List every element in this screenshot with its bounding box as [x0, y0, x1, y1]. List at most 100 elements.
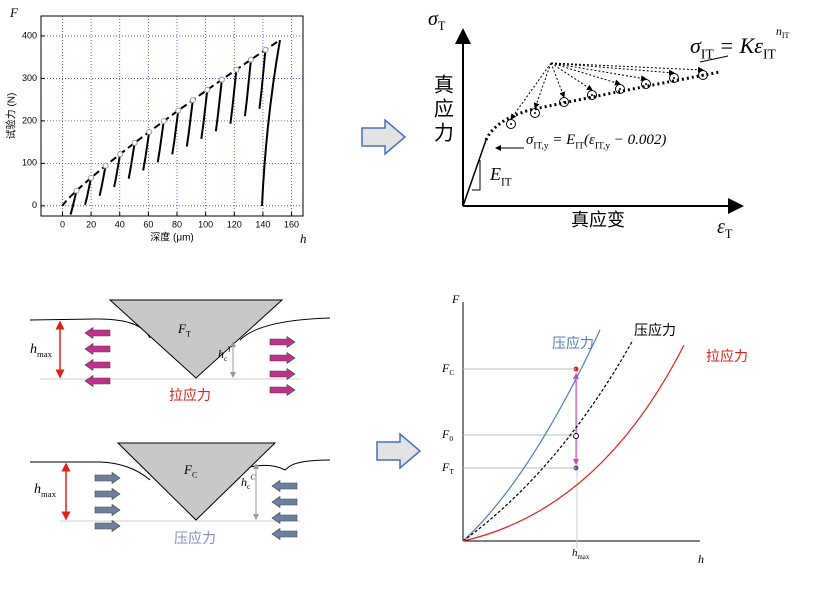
subscript: 0	[449, 434, 453, 443]
subscript: c	[224, 354, 228, 363]
stress-arrow	[84, 342, 111, 356]
x-symbol: h	[698, 552, 704, 566]
stress-arrow	[269, 383, 296, 397]
formula: εT	[717, 216, 733, 241]
stress-arrow	[271, 527, 298, 541]
formula: FC	[441, 361, 454, 377]
symbol: h	[34, 482, 41, 497]
pointer	[699, 55, 729, 63]
slope-triangle	[472, 160, 481, 191]
marker	[698, 70, 708, 80]
subscript: T	[438, 19, 446, 33]
symbol: h	[30, 342, 37, 357]
unload-line	[185, 99, 194, 147]
stress-arrow	[94, 487, 121, 501]
y-tick-label: 400	[22, 30, 37, 40]
marker	[218, 76, 225, 83]
unload-line	[200, 89, 209, 139]
arrow	[550, 62, 704, 73]
formula: FT	[177, 321, 191, 338]
subscript: C	[449, 368, 454, 377]
x-tick-label: 80	[172, 219, 182, 229]
x-tick-label: 100	[198, 219, 213, 229]
subscript: IT	[501, 176, 512, 188]
marker-dot	[673, 77, 675, 79]
marker	[204, 86, 211, 93]
unload-line	[156, 120, 165, 163]
stress-arrow	[84, 374, 111, 388]
marker	[587, 90, 597, 100]
formula: FC	[183, 462, 197, 479]
y-symbol: F	[9, 5, 19, 20]
marker	[669, 73, 679, 83]
curve	[462, 339, 634, 542]
final-unload	[261, 39, 281, 207]
symbol: = Kε	[714, 33, 764, 58]
symbol: F	[441, 427, 450, 441]
subscript: T	[449, 467, 454, 476]
subscript: IT	[575, 141, 584, 151]
x-title: 真应变	[571, 210, 625, 230]
marker-dot	[702, 74, 704, 76]
marker	[189, 97, 196, 104]
unload-line	[69, 190, 78, 215]
marker	[146, 128, 153, 135]
subscript: T	[186, 329, 191, 338]
marker	[530, 108, 540, 118]
marker	[160, 118, 167, 125]
marker	[175, 107, 182, 114]
marker	[233, 66, 240, 73]
marker-dot	[645, 83, 647, 85]
subscript: IT	[763, 47, 777, 62]
marker	[641, 79, 651, 89]
stress-arrow	[269, 367, 296, 381]
subscript: max	[578, 553, 590, 560]
plot-frame	[40, 15, 304, 217]
symbol: F	[441, 460, 450, 474]
subscript: IT,y	[533, 141, 548, 151]
subscript: max	[37, 349, 53, 359]
y-title: 试验力 (N)	[5, 93, 18, 140]
arrow	[550, 62, 647, 82]
symbol: h	[218, 347, 224, 361]
unload-line	[229, 69, 238, 124]
indenter	[116, 442, 277, 521]
subscript: IT	[701, 47, 715, 62]
formula: hmax	[30, 342, 53, 359]
curve-label: 压应力	[552, 335, 594, 352]
arrow	[550, 62, 593, 91]
y-symbol: F	[451, 292, 460, 306]
stress-label: 压应力	[174, 530, 216, 547]
load-envelope	[61, 39, 281, 207]
stress-arrow	[271, 511, 298, 525]
block-arrow	[376, 432, 422, 470]
formula: hmax	[34, 482, 57, 499]
y-tick-label: 300	[22, 73, 37, 83]
marker	[506, 119, 516, 129]
symbol: F	[183, 462, 193, 477]
x-tick-label: 20	[86, 219, 96, 229]
marker	[247, 56, 254, 63]
formula: EIT	[489, 164, 512, 188]
arrow-group	[506, 62, 708, 129]
arrow	[550, 62, 675, 76]
curve-label: 拉应力	[706, 348, 748, 365]
stress-arrow	[269, 335, 296, 349]
symbol: ε	[717, 216, 725, 238]
subscript: c	[247, 482, 251, 491]
x-tick-label: 40	[115, 219, 125, 229]
indenter	[108, 299, 284, 379]
curve	[462, 329, 601, 542]
stress-arrow	[94, 519, 121, 533]
stress-arrow	[94, 471, 121, 485]
symbol: − 0.002)	[610, 132, 666, 148]
x-title: 深度 (μm)	[150, 231, 194, 244]
x-tick-label: 120	[227, 219, 242, 229]
symbol: (ε	[584, 132, 595, 148]
superscript: n	[776, 24, 782, 38]
arrow	[550, 62, 621, 86]
unload-line	[142, 131, 151, 171]
formula: σIT,y = EIT(εIT,y − 0.002)	[526, 132, 666, 151]
unload-line	[113, 153, 122, 188]
